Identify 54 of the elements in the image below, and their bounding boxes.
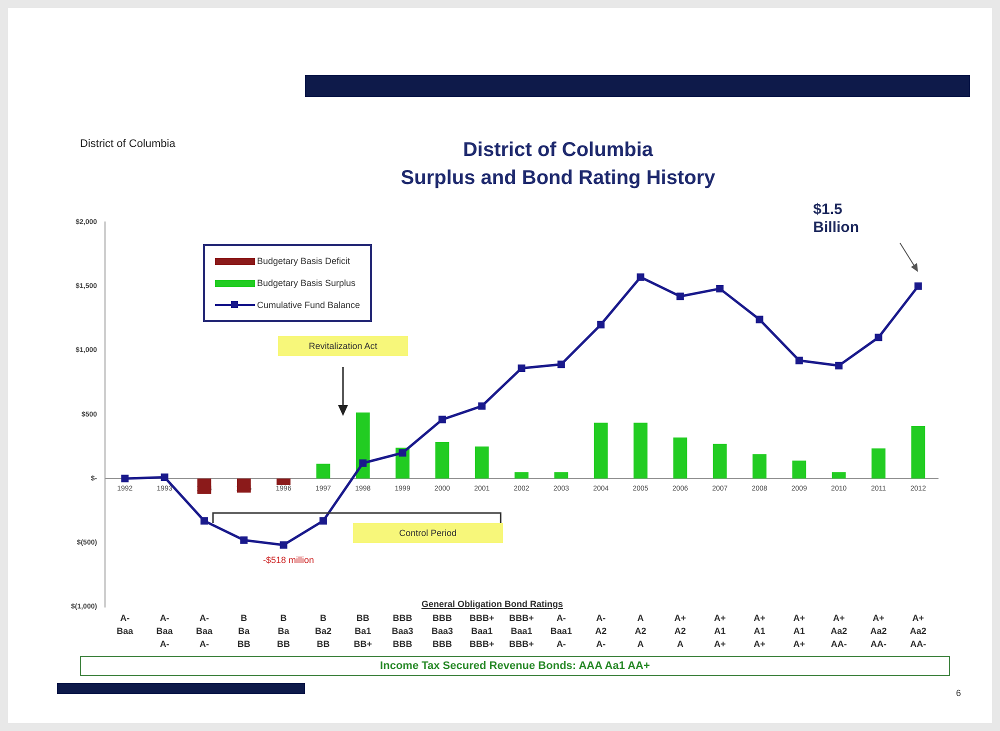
bar	[514, 472, 528, 479]
point	[438, 416, 446, 424]
bar	[872, 448, 886, 479]
point	[835, 362, 843, 370]
callout-box: Revitalization Act	[278, 336, 408, 356]
point	[914, 282, 922, 290]
bar	[474, 446, 489, 479]
bar	[712, 444, 727, 479]
annotation: $1.5 Billion	[813, 201, 859, 238]
callout-box: Control Period	[352, 523, 503, 544]
bar	[435, 442, 450, 479]
bar	[276, 478, 290, 485]
bar	[316, 464, 330, 479]
point	[795, 356, 803, 364]
text: Income Tax Secured Revenue Bonds: AAA Aa1 AA+	[80, 656, 950, 676]
annotation: -$518 million	[262, 554, 316, 565]
text: A- A- BB BB BB BB+ BBB BBB BBB+ BBB+ A- A- A A A+ A+ A+ AA- AA- AA-	[160, 638, 926, 649]
bar	[197, 478, 212, 494]
bar	[752, 454, 766, 479]
point	[716, 284, 724, 292]
point	[636, 273, 644, 281]
chart-title: District of Columbia Surplus and Bond Rating History	[400, 138, 716, 191]
text: Baa Baa Baa Ba Ba Ba2 Ba1 Baa3 Baa3 Baa1 Baa1 Baa1 A2 A2 A2 A1 A1 A1 Aa2 Aa2 Aa2	[116, 626, 926, 636]
point	[756, 316, 764, 324]
bar	[236, 478, 251, 493]
point	[200, 517, 208, 525]
point	[398, 449, 406, 457]
point	[319, 517, 327, 525]
bar	[554, 472, 568, 479]
annotation: General Obligation Bond Ratings	[420, 598, 564, 609]
point	[478, 402, 486, 410]
point	[240, 536, 248, 544]
bar	[792, 460, 806, 479]
bar	[673, 437, 688, 479]
legend-label: Cumulative Fund Balance	[257, 300, 360, 310]
legend-label: Budgetary Basis Surplus	[257, 278, 356, 288]
bar	[594, 422, 608, 479]
bar	[356, 412, 370, 479]
point	[160, 474, 168, 481]
bar	[832, 472, 846, 479]
point	[359, 459, 367, 467]
bar	[911, 426, 926, 479]
point	[280, 541, 288, 549]
text: District of Columbia	[80, 138, 176, 150]
text: 6	[956, 688, 962, 698]
text: A- A- A- B B B BB BBB BBB BBB+ BBB+ A- A- A A+ A+ A+ A+ A+ A+ A+	[120, 612, 924, 623]
point	[874, 334, 882, 342]
legend-label: Budgetary Basis Deficit	[257, 256, 350, 266]
point	[518, 364, 526, 372]
point	[557, 360, 565, 368]
point	[121, 474, 129, 482]
bar	[634, 422, 648, 479]
point	[676, 292, 684, 300]
point	[597, 320, 605, 328]
